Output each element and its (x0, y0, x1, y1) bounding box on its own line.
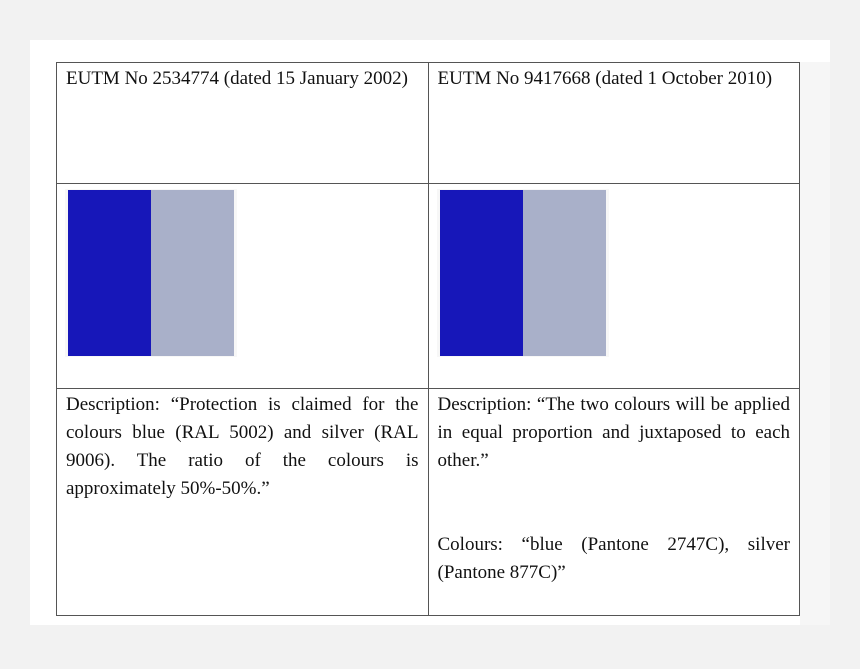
colour-swatch (436, 189, 609, 357)
header-row: EUTM No 2534774 (dated 15 January 2002) … (56, 62, 800, 184)
silver-half (151, 190, 234, 356)
header-cell: EUTM No 2534774 (dated 15 January 2002) (56, 62, 429, 184)
mark-number: EUTM No 9417668 (dated 1 October 2010) (437, 68, 773, 89)
image-cell (56, 183, 429, 389)
silver-half (522, 190, 606, 356)
description: Description: “The two colours will be ap… (437, 394, 791, 471)
description-cell: Description: “Protection is claimed for … (56, 388, 429, 616)
colour-swatch (65, 189, 237, 357)
margin-strip (800, 62, 830, 625)
description-cell: Description: “The two colours will be ap… (427, 388, 800, 616)
description: Description: “Protection is claimed for … (66, 394, 419, 499)
trademark-table: EUTM No 2534774 (dated 15 January 2002) … (56, 62, 800, 616)
blue-half (439, 190, 523, 356)
spacer (438, 475, 791, 531)
description-row: Description: “Protection is claimed for … (56, 388, 800, 616)
colours: Colours: “blue (Pantone 2747C), silver (… (437, 534, 791, 583)
header-cell: EUTM No 9417668 (dated 1 October 2010) (427, 62, 800, 184)
image-row (56, 183, 800, 389)
blue-half (68, 190, 151, 356)
image-cell (427, 183, 800, 389)
mark-number: EUTM No 2534774 (dated 15 January 2002) (66, 68, 408, 89)
